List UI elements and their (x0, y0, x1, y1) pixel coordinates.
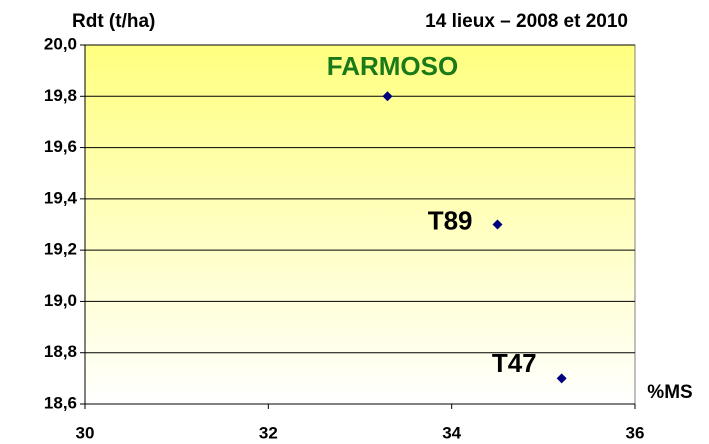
x-axis-label: %MS (647, 382, 692, 403)
point (556, 373, 567, 384)
y-tick-label: 20,0 (44, 34, 77, 53)
x-tick-label: 36 (626, 423, 645, 442)
y-tick-label: 19,6 (44, 137, 77, 156)
point-label: T89 (428, 205, 473, 235)
x-tick-label: 34 (442, 423, 461, 442)
x-tick-label: 30 (76, 423, 95, 442)
point-label: T47 (492, 348, 537, 378)
chart-title: 14 lieux – 2008 et 2010 (425, 11, 628, 32)
plot-area (84, 44, 636, 405)
y-axis-label: Rdt (t/ha) (72, 11, 155, 32)
point-label: FARMOSO (327, 51, 458, 81)
x-tick-label: 32 (259, 423, 278, 442)
y-tick-label: 19,0 (44, 291, 77, 310)
point (492, 219, 503, 230)
y-tick-label: 18,8 (44, 342, 77, 361)
y-tick-label: 19,2 (44, 240, 77, 259)
y-tick-label: 18,6 (44, 393, 77, 412)
y-tick-label: 19,4 (44, 188, 78, 207)
point (382, 91, 393, 102)
y-tick-label: 19,8 (44, 86, 77, 105)
